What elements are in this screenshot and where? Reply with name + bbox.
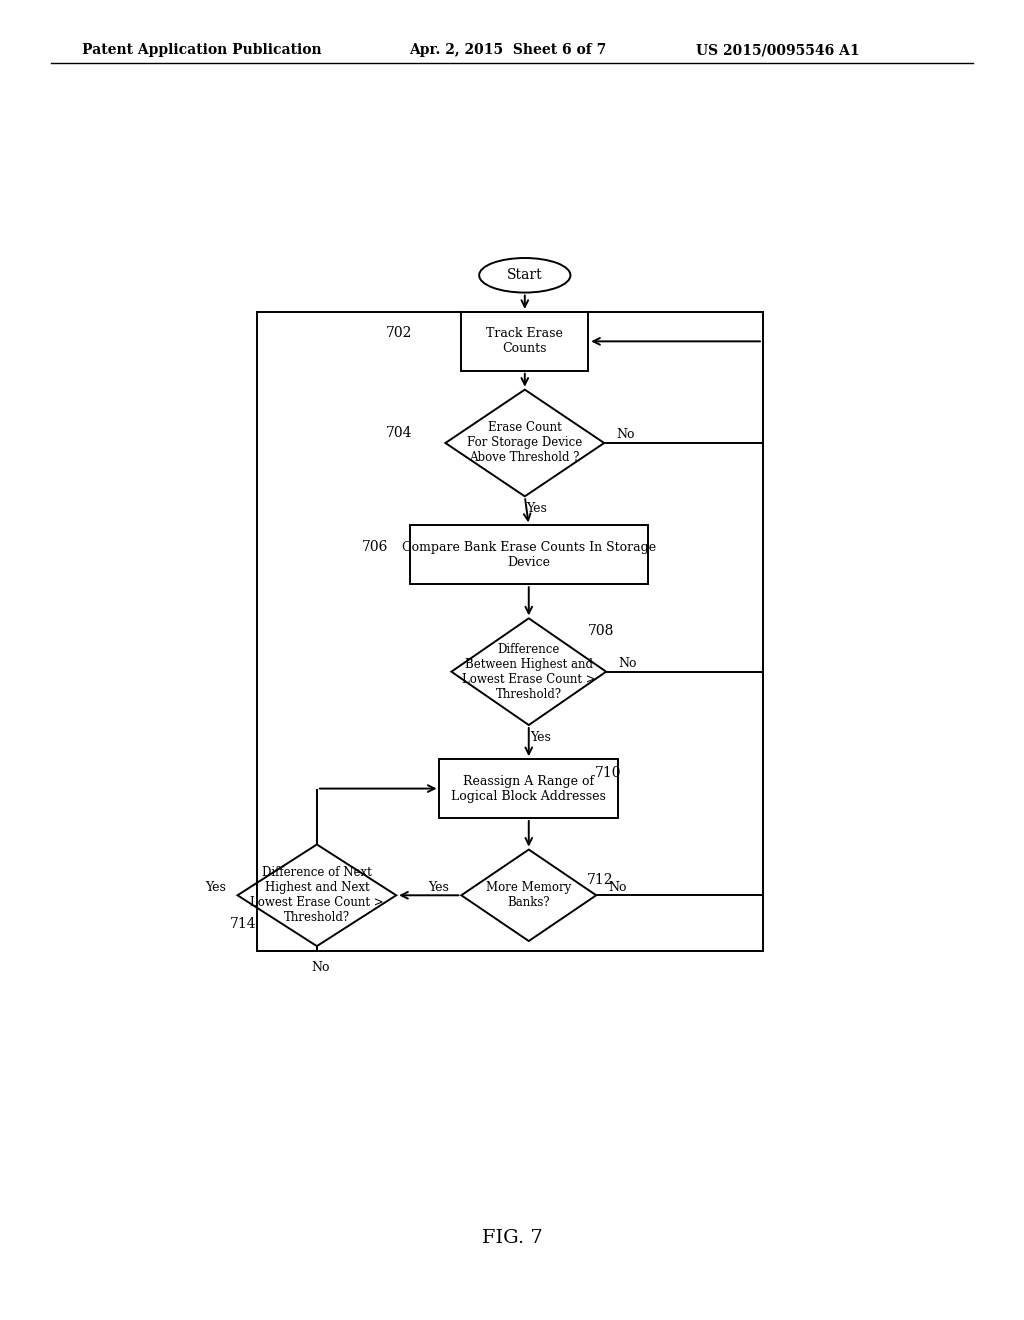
Text: Reassign A Range of
Logical Block Addresses: Reassign A Range of Logical Block Addres… <box>452 775 606 803</box>
Text: 706: 706 <box>362 540 388 553</box>
Text: US 2015/0095546 A1: US 2015/0095546 A1 <box>696 44 860 57</box>
Text: 702: 702 <box>386 326 413 341</box>
Text: No: No <box>618 657 637 671</box>
Text: No: No <box>608 880 627 894</box>
Text: Compare Bank Erase Counts In Storage
Device: Compare Bank Erase Counts In Storage Dev… <box>401 541 655 569</box>
Text: 708: 708 <box>588 624 614 638</box>
Text: No: No <box>616 429 635 441</box>
Bar <box>461 312 588 371</box>
Text: 712: 712 <box>587 873 613 887</box>
Text: Erase Count
For Storage Device
Above Threshold ?: Erase Count For Storage Device Above Thr… <box>467 421 583 465</box>
Text: More Memory
Banks?: More Memory Banks? <box>486 882 571 909</box>
Text: Yes: Yes <box>428 880 450 894</box>
Text: Start: Start <box>507 268 543 282</box>
Bar <box>257 312 763 952</box>
Bar <box>439 759 618 818</box>
Text: Yes: Yes <box>530 731 551 743</box>
Text: Apr. 2, 2015  Sheet 6 of 7: Apr. 2, 2015 Sheet 6 of 7 <box>410 44 607 57</box>
Text: No: No <box>311 961 330 974</box>
Text: Yes: Yes <box>205 880 225 894</box>
Bar <box>410 525 648 585</box>
Text: FIG. 7: FIG. 7 <box>481 1229 543 1247</box>
Text: 710: 710 <box>595 767 622 780</box>
Text: 704: 704 <box>386 426 413 440</box>
Text: Patent Application Publication: Patent Application Publication <box>82 44 322 57</box>
Text: 714: 714 <box>229 917 256 931</box>
Text: Difference of Next
Highest and Next
Lowest Erase Count >
Threshold?: Difference of Next Highest and Next Lowe… <box>250 866 384 924</box>
Text: Yes: Yes <box>526 502 547 515</box>
Text: Track Erase
Counts: Track Erase Counts <box>486 327 563 355</box>
Text: Difference
Between Highest and
Lowest Erase Count >
Threshold?: Difference Between Highest and Lowest Er… <box>462 643 596 701</box>
